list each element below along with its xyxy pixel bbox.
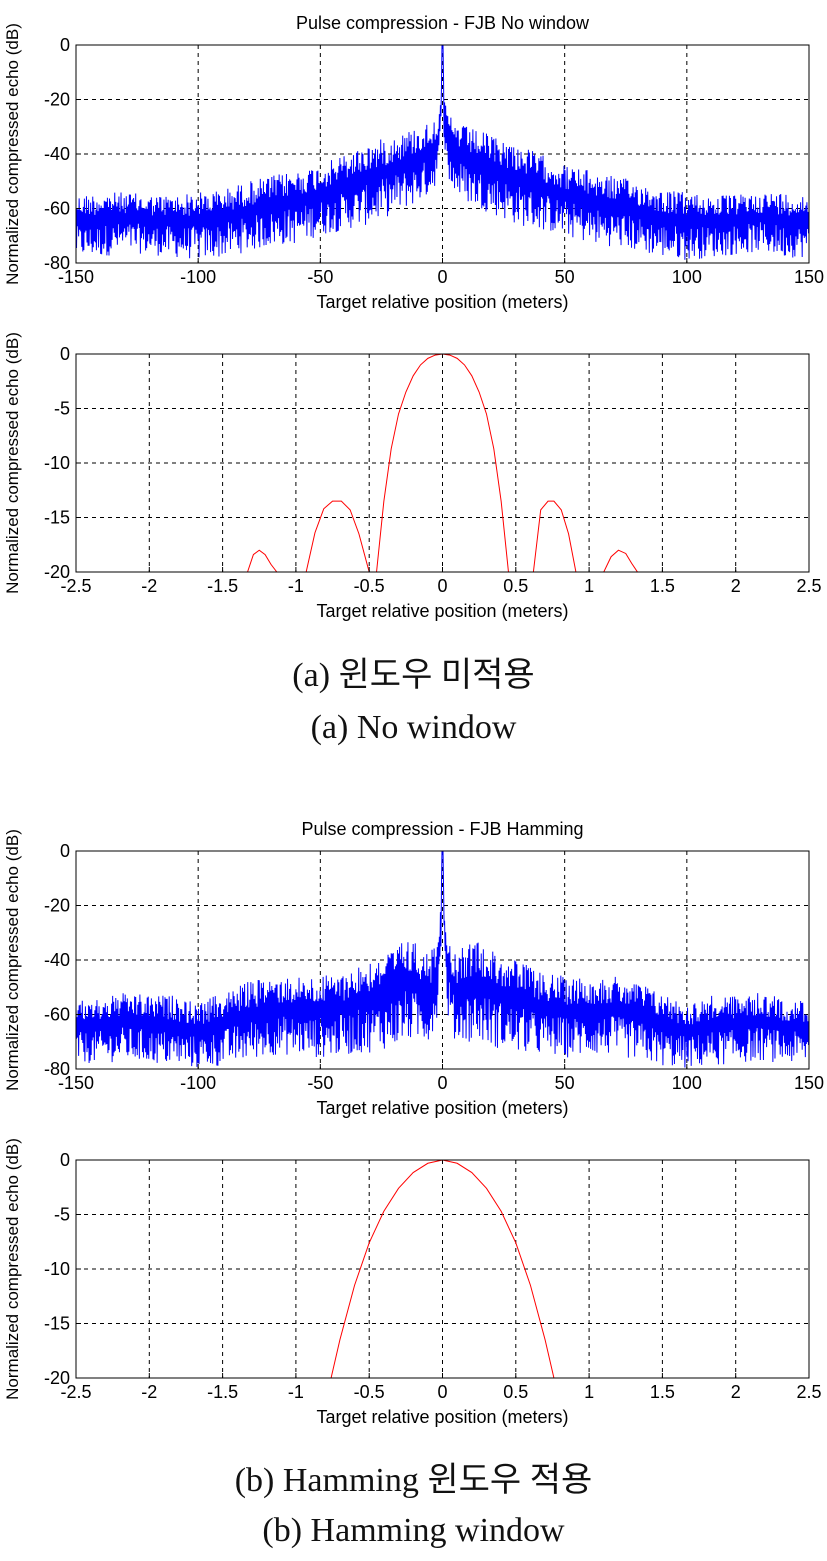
x-tick-label: 50 <box>555 267 575 287</box>
x-tick-label: 1.5 <box>650 576 675 596</box>
y-axis-label: Normalized compressed echo (dB) <box>3 332 22 594</box>
x-tick-label: -50 <box>307 267 333 287</box>
x-tick-label: -50 <box>307 1073 333 1093</box>
x-axis-label: Target relative position (meters) <box>316 1407 568 1427</box>
x-tick-label: -1.5 <box>207 1382 238 1402</box>
x-tick-label: -2 <box>141 1382 157 1402</box>
x-tick-label: 0 <box>437 1382 447 1402</box>
x-tick-label: -100 <box>180 267 216 287</box>
x-tick-label: -2.5 <box>60 576 91 596</box>
series-line-5 <box>603 549 638 572</box>
x-tick-label: -150 <box>58 1073 94 1093</box>
x-tick-label: 1.5 <box>650 1382 675 1402</box>
x-tick-label: 0.5 <box>503 1382 528 1402</box>
chart-title: Pulse compression - FJB No window <box>296 13 590 33</box>
y-tick-label: -20 <box>44 896 70 916</box>
y-tick-label: -60 <box>44 1005 70 1025</box>
y-tick-label: 0 <box>60 1150 70 1170</box>
x-tick-label: -0.5 <box>354 1382 385 1402</box>
y-tick-label: -15 <box>44 508 70 528</box>
series-line-3 <box>376 354 509 572</box>
x-axis-label: Target relative position (meters) <box>316 601 568 621</box>
series-line-2 <box>305 500 370 572</box>
y-tick-label: -10 <box>44 453 70 473</box>
y-tick-label: 0 <box>60 841 70 861</box>
x-tick-label: 2.5 <box>796 576 821 596</box>
y-tick-label: 0 <box>60 35 70 55</box>
chart-title: Pulse compression - FJB Hamming <box>301 819 583 839</box>
x-tick-label: 100 <box>672 267 702 287</box>
x-tick-label: -1 <box>288 576 304 596</box>
series-group <box>247 354 638 572</box>
x-tick-label: -2 <box>141 576 157 596</box>
series-group <box>76 851 809 1068</box>
x-axis-label: Target relative position (meters) <box>316 1098 568 1118</box>
x-tick-label: -2.5 <box>60 1382 91 1402</box>
chart-3: -150 -100 -50 0 50 100 150 0 -20 -40 -60 -80 Target … <box>3 819 824 1118</box>
series-group <box>330 1160 555 1378</box>
y-tick-label: 0 <box>60 344 70 364</box>
x-tick-label: -1 <box>288 1382 304 1402</box>
y-tick-label: -20 <box>44 1368 70 1388</box>
y-tick-label: -15 <box>44 1314 70 1334</box>
x-tick-label: -1.5 <box>207 576 238 596</box>
x-tick-label: 50 <box>555 1073 575 1093</box>
x-tick-label: 2 <box>731 1382 741 1402</box>
x-axis-label: Target relative position (meters) <box>316 292 568 312</box>
x-tick-label: 1 <box>584 1382 594 1402</box>
y-tick-label: -10 <box>44 1259 70 1279</box>
y-tick-label: -80 <box>44 1059 70 1079</box>
x-tick-label: -0.5 <box>354 576 385 596</box>
y-tick-label: -20 <box>44 562 70 582</box>
caption-a-korean: (a) 윈도우 미적용 <box>292 657 535 694</box>
chart-4: -2.5 -2 -1.5 -1 -0.5 0 0.5 1 1.5 2 2.5 0 -5 -10 -15 -20… <box>3 1138 822 1427</box>
x-tick-label: 1 <box>584 576 594 596</box>
x-tick-label: 150 <box>794 1073 824 1093</box>
y-tick-label: -20 <box>44 90 70 110</box>
series-line-4 <box>532 500 577 572</box>
x-tick-label: 2.5 <box>796 1382 821 1402</box>
x-tick-label: 100 <box>672 1073 702 1093</box>
chart-1: -150 -100 -50 0 50 100 150 0 -20 -40 -60 -80 Target … <box>3 13 824 312</box>
x-tick-label: 0 <box>437 267 447 287</box>
y-tick-label: -40 <box>44 144 70 164</box>
series-group <box>76 45 809 260</box>
series-line-1 <box>247 549 278 572</box>
x-tick-label: -100 <box>180 1073 216 1093</box>
chart-2: -2.5 -2 -1.5 -1 -0.5 0 0.5 1 1.5 2 2.5 0 -5 -10 -15 -20… <box>3 332 822 621</box>
y-axis-label: Normalized compressed echo (dB) <box>3 1138 22 1400</box>
y-tick-label: -5 <box>54 1205 70 1225</box>
y-tick-label: -5 <box>54 399 70 419</box>
x-tick-label: 0.5 <box>503 576 528 596</box>
y-axis-label: Normalized compressed echo (dB) <box>3 23 22 285</box>
x-tick-label: 2 <box>731 576 741 596</box>
y-tick-label: -60 <box>44 199 70 219</box>
caption-b-english: (b) Hamming window <box>262 1512 565 1549</box>
series-line-1 <box>76 45 809 260</box>
y-axis-label: Normalized compressed echo (dB) <box>3 829 22 1091</box>
x-tick-label: 0 <box>437 576 447 596</box>
series-line-1 <box>330 1160 555 1378</box>
x-tick-label: 150 <box>794 267 824 287</box>
x-tick-label: 0 <box>437 1073 447 1093</box>
series-line-1 <box>76 851 809 1068</box>
y-tick-label: -40 <box>44 950 70 970</box>
y-tick-label: -80 <box>44 253 70 273</box>
caption-b-korean: (b) Hamming 윈도우 적용 <box>234 1462 593 1499</box>
caption-a-english: (a) No window <box>310 709 517 746</box>
x-tick-label: -150 <box>58 267 94 287</box>
